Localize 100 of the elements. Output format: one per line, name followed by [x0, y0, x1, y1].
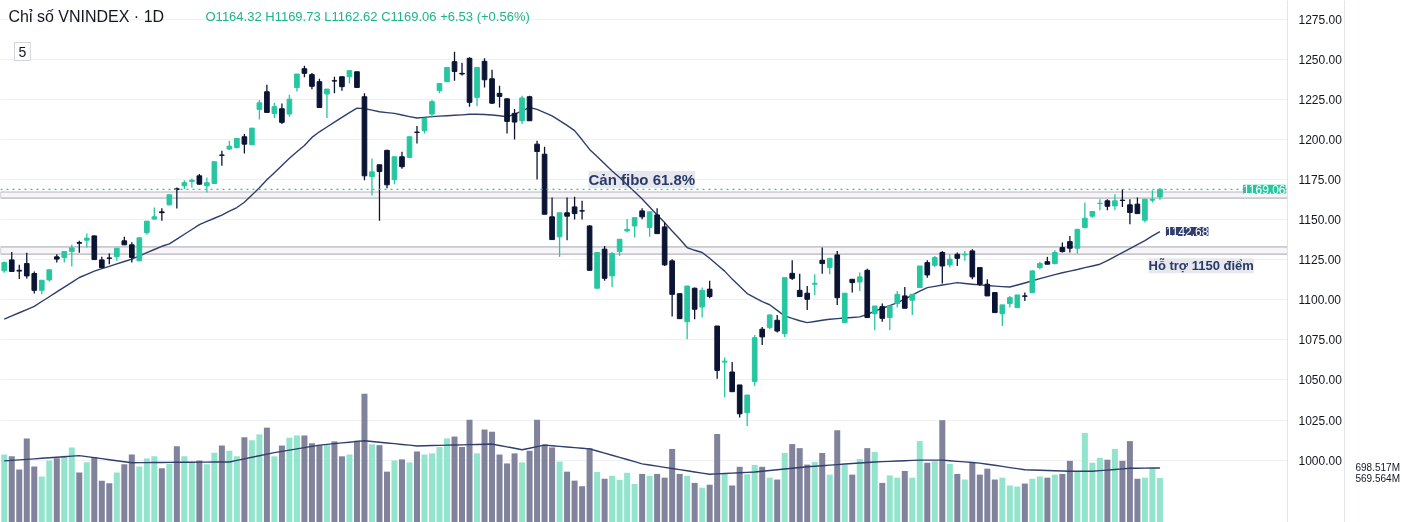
bar [856, 458, 863, 522]
bar [766, 477, 773, 522]
bar [969, 462, 976, 522]
bar [1119, 460, 1126, 522]
y-tick-label: 1000.00 [1298, 453, 1343, 468]
bar [594, 472, 601, 522]
candlestick [939, 250, 946, 285]
bar [68, 447, 75, 522]
bar [744, 474, 751, 522]
bar [383, 471, 390, 522]
candlestick [324, 88, 330, 119]
candlestick [1074, 228, 1081, 255]
candlestick [999, 304, 1006, 327]
candlestick [691, 286, 698, 320]
candlestick [279, 102, 285, 125]
candlestick [256, 99, 263, 121]
candlestick [886, 305, 893, 331]
bar [834, 430, 841, 522]
y-tick-label: 1100.00 [1298, 293, 1342, 308]
candlestick [286, 94, 293, 118]
bar [1036, 476, 1043, 522]
ref-line-label: 1169.06 [1243, 182, 1286, 197]
bar [1066, 460, 1073, 522]
y-tick-label: 1075.00 [1298, 333, 1343, 348]
bar [631, 483, 638, 522]
y-tick-label: 1150.00 [1298, 213, 1342, 228]
candlestick [609, 251, 615, 288]
annotation: 5 [18, 43, 27, 60]
bar [841, 464, 848, 522]
line-series [3, 440, 1161, 475]
bar [564, 471, 571, 522]
bar [136, 466, 143, 522]
bar [286, 437, 293, 522]
bar [916, 441, 923, 522]
bar [173, 446, 180, 522]
bar [924, 462, 931, 522]
candlestick [241, 133, 248, 155]
candlestick [1029, 269, 1036, 294]
bar [61, 455, 68, 522]
bar [864, 448, 871, 522]
candlestick [451, 51, 458, 82]
candlestick [414, 125, 420, 145]
bar [1059, 473, 1066, 522]
candlestick [189, 177, 195, 189]
candlestick [564, 196, 570, 241]
y-tick-label: 1200.00 [1298, 133, 1343, 148]
candlestick [549, 196, 555, 241]
text: O1164.32 H1169.73 L1162.62 C1169.06 +6.53 (+0.56%) [205, 8, 530, 24]
bar [301, 435, 308, 522]
bar [293, 435, 300, 522]
bar [676, 473, 683, 522]
bar [819, 452, 826, 522]
bar [721, 473, 728, 522]
bar [121, 464, 128, 522]
candlestick [129, 241, 135, 264]
bar [871, 451, 878, 522]
bar [158, 468, 165, 522]
candlestick [901, 286, 908, 309]
candlestick [744, 394, 751, 427]
bar [391, 460, 398, 522]
bar [1, 454, 8, 522]
candlestick [496, 85, 503, 109]
candlestick [1097, 198, 1103, 211]
candlestick [534, 140, 540, 181]
candlestick [992, 292, 998, 314]
bar [961, 479, 968, 522]
bar [879, 482, 886, 522]
bar [53, 458, 60, 522]
data-label: 1142.68 [1165, 225, 1209, 240]
y-tick-label: 1225.00 [1298, 93, 1343, 108]
y-tick-label: 1025.00 [1298, 413, 1343, 428]
bar [601, 478, 608, 522]
y-tick-label: 1250.00 [1298, 53, 1343, 68]
candlestick [504, 98, 510, 135]
bar [954, 473, 961, 522]
bar [474, 453, 481, 522]
candlestick [511, 108, 518, 141]
bar [278, 445, 285, 522]
bar [413, 451, 420, 522]
bar [376, 445, 383, 522]
candlestick [789, 259, 796, 281]
y-tick-label: 1050.00 [1298, 373, 1343, 388]
bar [368, 444, 375, 522]
bar [729, 485, 736, 522]
bar [128, 454, 135, 522]
bar [759, 466, 766, 522]
bar [939, 420, 946, 522]
bar [639, 473, 646, 522]
bar [789, 444, 796, 522]
bar [811, 461, 818, 522]
bar [586, 448, 593, 522]
candlestick [519, 95, 525, 125]
bar [699, 487, 706, 522]
candlestick [729, 361, 735, 393]
chart-title: Chỉ số VNINDEX · 1D [8, 7, 165, 25]
candlestick [879, 302, 886, 323]
candlestick [631, 216, 638, 239]
y2-tick-label: 569.564M [1355, 472, 1400, 484]
bar [421, 454, 428, 522]
bar [1074, 472, 1081, 522]
